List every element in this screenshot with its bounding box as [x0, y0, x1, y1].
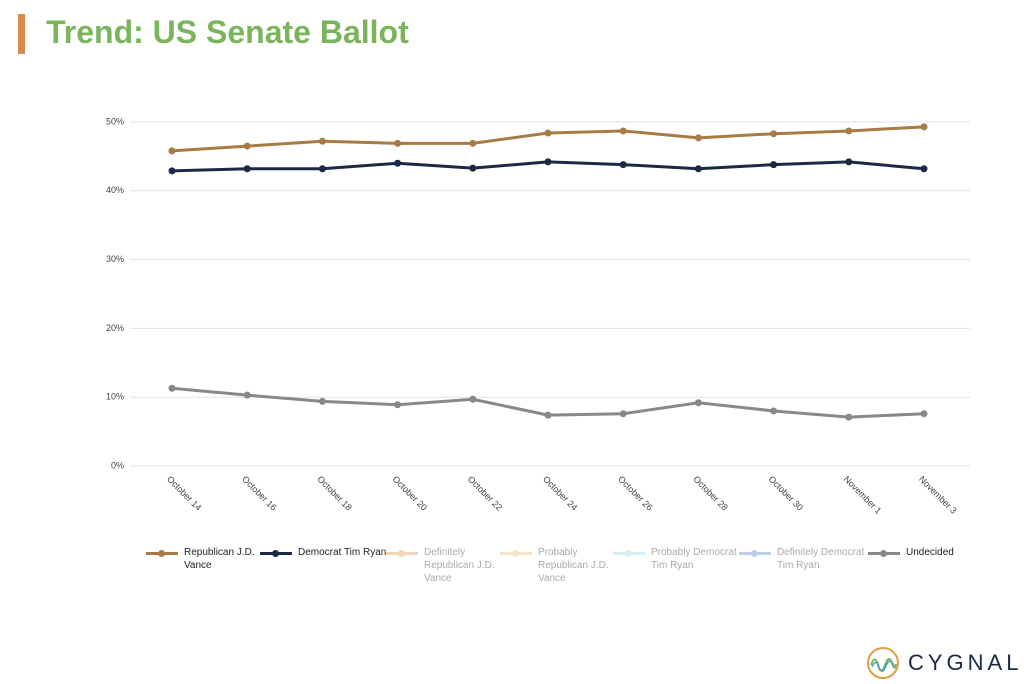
x-tick-label: November 3 — [917, 474, 959, 516]
data-point — [394, 401, 402, 409]
data-point — [920, 165, 928, 173]
legend-label: Probably Democrat Tim Ryan — [651, 547, 737, 571]
legend-item[interactable]: Definitely Democrat Tim Ryan — [739, 546, 867, 572]
logo-text: CYGNAL — [908, 650, 1023, 675]
data-point — [694, 399, 702, 407]
data-point — [694, 134, 702, 142]
data-point — [243, 142, 251, 150]
x-tick-label: October 16 — [240, 474, 279, 513]
data-point — [920, 410, 928, 418]
data-point — [544, 158, 552, 166]
y-tick-label: 30% — [106, 254, 124, 264]
x-tick-label: October 24 — [541, 474, 580, 513]
data-point — [168, 167, 176, 175]
logo: CYGNAL — [866, 646, 1022, 680]
x-tick-label: October 22 — [466, 474, 505, 513]
x-tick-label: October 18 — [315, 474, 354, 513]
legend-swatch — [613, 546, 645, 559]
legend-swatch — [739, 546, 771, 559]
legend-label: Definitely Democrat Tim Ryan — [777, 547, 865, 571]
data-point — [920, 123, 928, 131]
data-point — [770, 161, 778, 169]
legend-item[interactable]: Undecided — [868, 546, 986, 559]
legend-swatch — [260, 546, 292, 559]
data-point — [770, 130, 778, 138]
legend-swatch — [386, 546, 418, 559]
data-point — [318, 397, 326, 405]
legend-swatch — [146, 546, 178, 559]
legend-item[interactable]: Probably Democrat Tim Ryan — [613, 546, 741, 572]
data-point — [544, 411, 552, 419]
data-point — [544, 129, 552, 137]
data-point — [619, 127, 627, 135]
data-point — [243, 165, 251, 173]
legend-item[interactable]: Probably Republican J.D. Vance — [500, 546, 618, 585]
y-tick-label: 20% — [106, 323, 124, 333]
x-tick-label: October 30 — [767, 474, 806, 513]
data-point — [845, 158, 853, 166]
data-point — [469, 395, 477, 403]
data-point — [845, 127, 853, 135]
x-tick-label: October 14 — [165, 474, 204, 513]
logo-icon — [867, 647, 899, 679]
legend-item[interactable]: Democrat Tim Ryan — [260, 546, 388, 559]
data-point — [318, 165, 326, 173]
chart-title: Trend: US Senate Ballot — [46, 14, 409, 50]
legend-label: Probably Republican J.D. Vance — [538, 547, 609, 584]
data-point — [469, 139, 477, 147]
x-tick-label: October 28 — [691, 474, 730, 513]
legend-label: Republican J.D. Vance — [184, 547, 255, 571]
data-point — [619, 410, 627, 418]
legend-item[interactable]: Definitely Republican J.D. Vance — [386, 546, 504, 585]
data-point — [469, 164, 477, 172]
data-point — [394, 159, 402, 167]
data-point — [619, 161, 627, 169]
chart: 0% 10% 20% 30% 40% 50% October 14 October 16 Oct… — [106, 116, 970, 516]
x-tick-label: November 1 — [842, 474, 884, 516]
legend-label: Definitely Republican J.D. Vance — [424, 547, 495, 584]
title-accent — [18, 14, 25, 54]
legend-item[interactable]: Republican J.D. Vance — [146, 546, 264, 572]
legend-label: Undecided — [906, 547, 954, 558]
data-point — [770, 407, 778, 415]
legend-swatch — [868, 546, 900, 559]
legend-swatch — [500, 546, 532, 559]
data-point — [845, 413, 853, 421]
data-point — [394, 139, 402, 147]
x-tick-label: October 20 — [391, 474, 430, 513]
x-tick-label: October 26 — [616, 474, 655, 513]
data-point — [168, 147, 176, 155]
legend-label: Democrat Tim Ryan — [298, 547, 387, 558]
y-tick-label: 10% — [106, 392, 124, 402]
y-tick-label: 40% — [106, 185, 124, 195]
y-tick-label: 50% — [106, 116, 124, 126]
y-tick-label: 0% — [111, 460, 124, 470]
data-point — [243, 391, 251, 399]
data-point — [694, 165, 702, 173]
data-point — [318, 137, 326, 145]
data-point — [168, 384, 176, 392]
